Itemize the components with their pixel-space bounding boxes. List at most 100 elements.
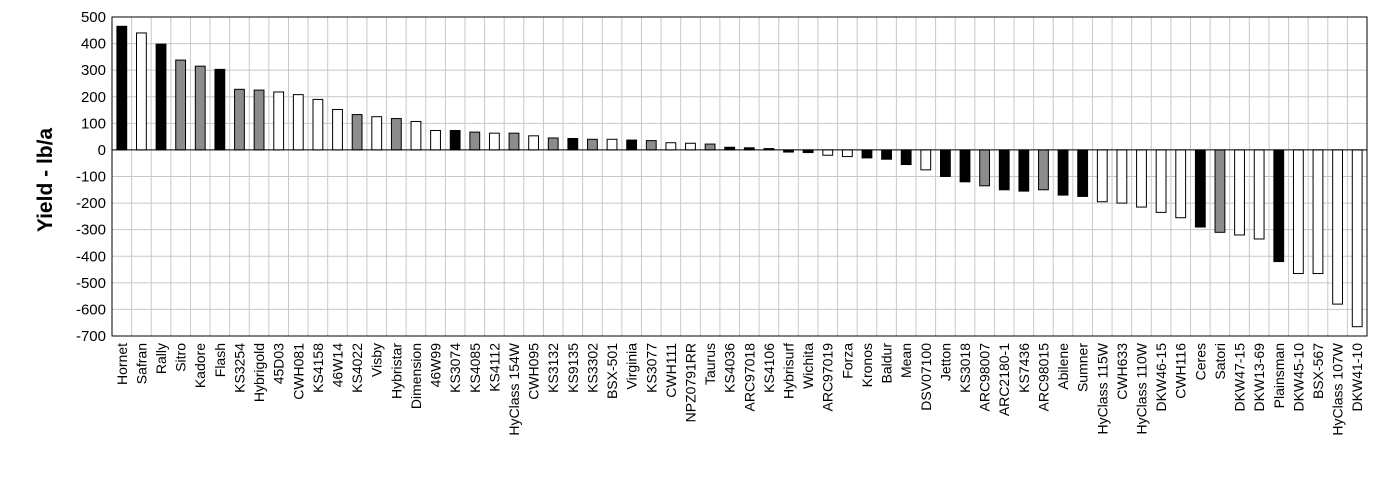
category-label: Ceres <box>1192 343 1208 380</box>
bar-cwh633 <box>1116 149 1128 204</box>
category-label: ARC97019 <box>820 343 836 412</box>
bar-jetton <box>939 149 951 178</box>
bar-cwh111 <box>665 142 677 151</box>
category-label: ARC97018 <box>741 343 757 412</box>
category-label: 46W99 <box>428 343 444 388</box>
bar-kronos <box>861 149 873 159</box>
category-label: CWH111 <box>663 343 679 398</box>
y-tick-label: -500 <box>76 275 106 292</box>
category-label: DKW41-10 <box>1349 343 1365 412</box>
category-label: Baldur <box>879 343 895 384</box>
bar-bsx-501 <box>606 138 618 151</box>
category-label: CWH116 <box>1173 343 1189 399</box>
category-label: Safran <box>133 343 149 384</box>
category-label: KS4085 <box>467 343 483 393</box>
category-label: DKW46-15 <box>1153 343 1169 412</box>
category-label: Sumner <box>1075 343 1091 392</box>
bar-45d03 <box>273 91 285 151</box>
category-label: KS3077 <box>643 343 659 393</box>
category-label: Jetton <box>937 343 953 381</box>
y-tick-label: 300 <box>81 62 106 79</box>
category-label: Visby <box>369 343 385 377</box>
bar-plainsman <box>1273 149 1285 263</box>
bar-hyclass-107w <box>1332 149 1343 305</box>
y-tick-label: -300 <box>76 222 106 239</box>
category-label: KS4106 <box>761 343 777 393</box>
bar-dkw47-15 <box>1234 149 1245 236</box>
bar-rally <box>155 43 167 151</box>
category-label: KS9135 <box>565 343 581 393</box>
category-label: Hornet <box>114 343 130 385</box>
bar-taurus <box>704 143 716 151</box>
bar-46w14 <box>332 109 343 151</box>
bar-dimension <box>410 120 422 151</box>
category-label: ARC98007 <box>977 343 993 412</box>
category-label: Plainsman <box>1271 343 1287 408</box>
category-label: Rally <box>153 343 169 374</box>
bar-dkw46-15 <box>1155 149 1167 213</box>
bar-cwh081 <box>292 94 304 151</box>
y-tick-labels: 500 400 300 200 100 0 -100 -200 -300 -400 -500 -600… <box>76 9 106 345</box>
category-label: Taurus <box>702 343 718 385</box>
bars <box>112 25 1367 328</box>
bar-dkw13-69 <box>1253 149 1265 240</box>
y-tick-label: 500 <box>81 9 106 26</box>
category-label: CWH081 <box>290 343 306 400</box>
bar-ceres <box>1194 149 1206 228</box>
category-label: HyClass 115W <box>1094 342 1110 434</box>
category-label: KS4022 <box>349 343 365 393</box>
category-label: BSX-501 <box>604 343 620 399</box>
bar-hybristar <box>390 118 402 151</box>
category-label: Kadore <box>192 343 208 388</box>
bar-cwh095 <box>528 135 540 151</box>
category-label: Dimension <box>408 343 424 409</box>
bar-hyclass-110w <box>1136 149 1147 208</box>
category-label: CWH633 <box>1114 343 1130 400</box>
category-label: KS4036 <box>722 343 738 393</box>
bar-ks3254 <box>234 88 245 151</box>
category-label: Hybrigold <box>251 343 267 402</box>
category-label: KS3302 <box>584 343 600 393</box>
bar-kadore <box>194 65 206 151</box>
category-label: HyClass 154W <box>506 342 522 435</box>
category-label: 45D03 <box>271 343 287 384</box>
bar-npz0791rr <box>685 142 696 151</box>
bar-ks3074 <box>449 130 461 151</box>
bar-ks4022 <box>351 114 363 151</box>
y-axis-title: Yield - lb/a <box>34 128 57 233</box>
category-label: HyClass 107W <box>1330 342 1346 435</box>
bar-ks4085 <box>469 131 481 151</box>
category-label: Forza <box>839 343 855 379</box>
category-label: Hybristar <box>388 343 404 399</box>
category-label: KS3254 <box>231 343 247 393</box>
bar-virginia <box>626 139 638 151</box>
bar-bsx-567 <box>1312 149 1324 275</box>
bar-ks3132 <box>547 137 559 151</box>
category-label: Hybrisurf <box>781 343 797 399</box>
category-label: DKW13-69 <box>1251 343 1267 412</box>
category-label: KS7436 <box>1016 343 1032 393</box>
category-label: Satori <box>1212 343 1228 380</box>
bar-hyclass-115w <box>1096 149 1108 203</box>
category-label: Wichita <box>800 343 816 389</box>
bar-ks7436 <box>1018 149 1030 192</box>
category-label: Mean <box>898 343 914 378</box>
bar-dkw41-10 <box>1351 149 1363 328</box>
category-label: CWH095 <box>526 343 542 400</box>
category-label: KS3018 <box>957 343 973 393</box>
bar-ks9135 <box>567 137 579 151</box>
bar-arc97019 <box>822 149 834 156</box>
bar-cwh116 <box>1175 149 1187 219</box>
bar-ks3077 <box>645 140 657 151</box>
category-label: KS4158 <box>310 343 326 393</box>
category-label: Flash <box>212 343 228 377</box>
bar-flash <box>214 68 226 151</box>
category-label: NPZ0791RR <box>682 343 698 422</box>
bar-ks3302 <box>587 138 598 151</box>
bar-hornet <box>116 25 128 151</box>
bar-safran <box>136 32 147 151</box>
y-tick-label: -600 <box>76 301 106 318</box>
category-label: ARC98015 <box>1035 343 1051 412</box>
category-label: DKW45-10 <box>1290 343 1306 412</box>
